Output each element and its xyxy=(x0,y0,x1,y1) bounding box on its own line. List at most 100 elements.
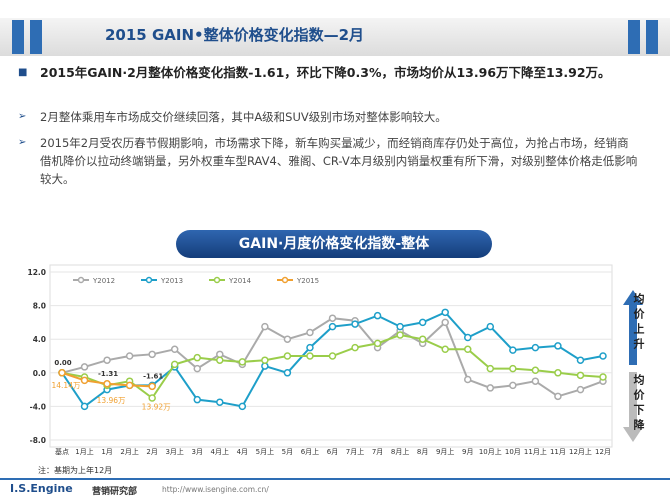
data-label: -1.31 xyxy=(98,370,118,378)
x-tick-label: 4月上 xyxy=(211,447,229,456)
data-point xyxy=(193,395,201,404)
x-tick-label: 8月上 xyxy=(391,447,409,456)
legend-marker xyxy=(77,276,85,284)
x-tick-label: 5月 xyxy=(282,448,293,456)
data-point xyxy=(238,358,247,366)
data-point xyxy=(283,335,292,343)
data-point xyxy=(373,339,382,348)
header-title: 2015 GAIN•整体价格变化指数—2月 xyxy=(105,26,365,44)
data-point xyxy=(283,369,292,377)
legend-label: Y2015 xyxy=(296,277,319,285)
x-tick-label: 7月 xyxy=(372,448,383,456)
data-point xyxy=(599,352,607,360)
x-tick-label: 12月上 xyxy=(569,447,592,456)
plot-frame xyxy=(49,264,613,448)
bullet-text: 2月整体乘用车市场成交价继续回落，其中A级和SUV级别市场对整体影响较大。 xyxy=(40,110,447,124)
data-point xyxy=(576,371,585,380)
y-tick-label: -8.0 xyxy=(30,436,46,445)
chart-title: GAIN·月度价格变化指数-整体 xyxy=(176,230,492,258)
data-point xyxy=(170,345,179,354)
data-point xyxy=(306,328,314,337)
data-point xyxy=(464,375,472,384)
data-point xyxy=(464,345,472,354)
data-point xyxy=(576,356,585,364)
data-point xyxy=(486,364,495,373)
bullet-text: 2015年2月受农历春节假期影响，市场需求下降，新车购买量减少，而经销商库存仍处… xyxy=(40,136,638,186)
data-point xyxy=(531,343,540,352)
brand: I.S.Engine xyxy=(10,482,73,495)
x-tick-label: 9月 xyxy=(462,448,473,456)
data-point xyxy=(599,373,607,381)
data-point xyxy=(193,353,201,362)
y-tick-label: 4.0 xyxy=(33,335,46,344)
price-label: 13.96万 xyxy=(97,396,126,405)
data-point xyxy=(238,402,247,411)
bullet: ➢ 2015年2月受农历春节假期影响，市场需求下降，新车购买量减少，而经销商库存仍… xyxy=(18,136,638,186)
data-point xyxy=(351,343,359,352)
data-point xyxy=(328,314,337,322)
y-tick-label: 0.0 xyxy=(33,369,46,378)
legend-marker xyxy=(213,276,221,284)
data-point xyxy=(80,402,89,411)
x-tick-label: 3月 xyxy=(192,448,203,456)
y-tick-label: -4.0 xyxy=(30,402,46,411)
data-label: 0.00 xyxy=(54,359,71,367)
header-block xyxy=(646,20,658,54)
data-point xyxy=(396,331,404,339)
y-tick-label: 12.0 xyxy=(27,268,46,277)
x-tick-label: 8月 xyxy=(417,448,428,456)
x-tick-label: 6月 xyxy=(327,448,338,456)
price-label: 14.14万 xyxy=(52,381,81,390)
legend-marker xyxy=(281,276,289,284)
data-point xyxy=(283,352,292,360)
data-point xyxy=(148,394,156,402)
data-point xyxy=(441,308,449,317)
data-point xyxy=(441,345,449,354)
x-tick-label: 9月上 xyxy=(436,447,454,456)
data-point xyxy=(531,377,540,385)
x-tick-label: 基点 xyxy=(55,447,69,456)
data-point xyxy=(554,342,562,350)
data-point xyxy=(58,369,66,377)
data-point xyxy=(80,363,89,371)
dept: 营销研究部 xyxy=(92,487,138,497)
x-tick-label: 11月上 xyxy=(524,447,547,456)
x-tick-label: 1月上 xyxy=(75,447,93,456)
data-point xyxy=(418,318,427,327)
data-point xyxy=(509,364,517,373)
data-point xyxy=(103,380,111,388)
legend-label: Y2013 xyxy=(160,277,183,285)
x-tick-label: 10月 xyxy=(505,448,521,456)
price-label: 13.92万 xyxy=(142,402,171,411)
data-point xyxy=(351,320,359,328)
data-point xyxy=(486,384,495,392)
down-label: 均价下降 xyxy=(632,374,645,434)
data-point xyxy=(441,318,449,327)
data-point xyxy=(148,382,156,391)
data-point xyxy=(554,369,562,377)
data-point xyxy=(509,346,517,354)
data-point xyxy=(125,381,134,390)
header-block xyxy=(12,20,24,54)
data-point xyxy=(531,366,540,375)
data-point xyxy=(306,352,314,360)
data-point xyxy=(103,356,111,364)
x-tick-label: 11月 xyxy=(550,448,566,456)
data-label: -1.61 xyxy=(143,372,163,380)
legend-marker xyxy=(145,276,153,284)
x-tick-label: 6月上 xyxy=(301,447,319,456)
header-block xyxy=(628,20,640,54)
bullet: ➢ 2月整体乘用车市场成交价继续回落，其中A级和SUV级别市场对整体影响较大。 xyxy=(18,110,447,124)
bullet: ■ 2015年GAIN·2月整体价格变化指数-1.61，环比下降0.3%，市场均价… xyxy=(18,65,611,80)
data-point xyxy=(216,356,224,364)
x-tick-label: 5月上 xyxy=(256,447,274,456)
x-tick-label: 4月 xyxy=(237,448,248,456)
data-point xyxy=(509,381,517,390)
data-point xyxy=(261,356,269,364)
url: http://www.isengine.com.cn/ xyxy=(162,485,269,494)
data-point xyxy=(261,362,269,370)
data-point xyxy=(216,350,224,359)
footer-line xyxy=(0,478,670,480)
data-point xyxy=(576,385,585,394)
